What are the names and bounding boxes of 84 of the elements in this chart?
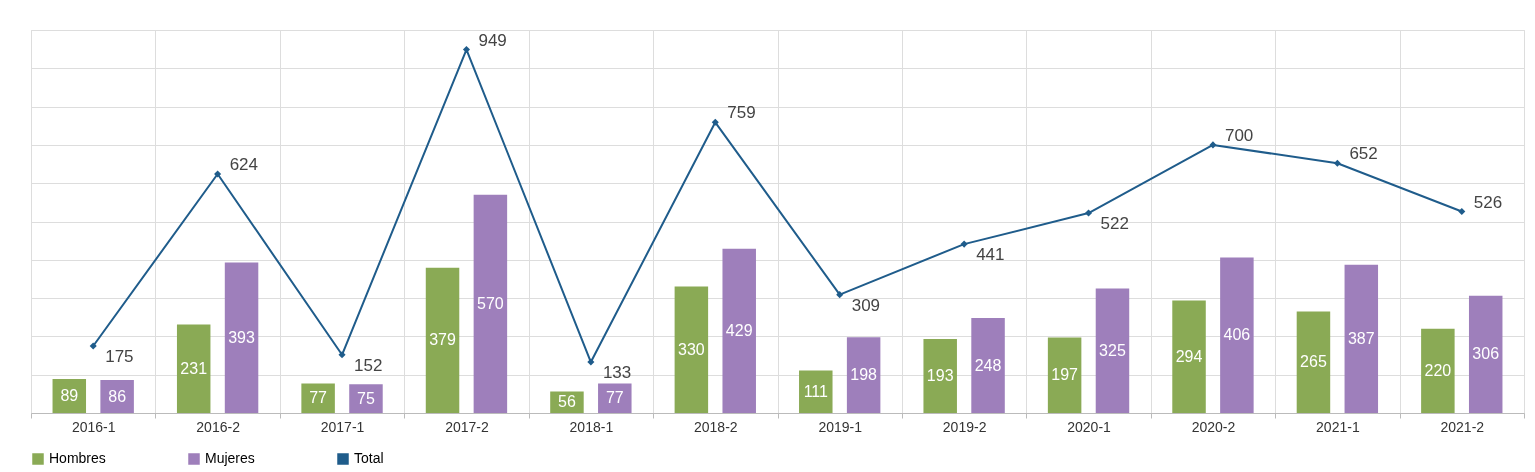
bar xyxy=(1172,300,1206,413)
data-label: 220 xyxy=(1424,361,1452,379)
data-label: 56 xyxy=(558,393,576,411)
point xyxy=(1085,209,1093,217)
bar xyxy=(1344,264,1379,413)
point xyxy=(1458,208,1466,216)
legend-label: Total xyxy=(354,450,384,466)
data-label: 265 xyxy=(1300,353,1327,371)
data-label: 379 xyxy=(429,331,456,349)
point xyxy=(836,291,844,299)
data-label: 652 xyxy=(1349,144,1378,164)
x-tick-label: 2020-2 xyxy=(1191,418,1236,435)
bar xyxy=(799,370,833,413)
data-label: 325 xyxy=(1099,341,1126,359)
bar xyxy=(349,384,383,413)
data-label: 75 xyxy=(357,389,375,407)
data-label: 89 xyxy=(60,386,79,404)
x-tick-label: 2020-1 xyxy=(1067,418,1112,435)
data-label: 949 xyxy=(478,30,507,50)
x-tick-label: 2021-1 xyxy=(1316,418,1360,435)
data-label: 522 xyxy=(1100,214,1129,234)
point xyxy=(89,342,97,350)
bar xyxy=(1296,311,1331,413)
x-tick-label: 2016-2 xyxy=(196,418,241,435)
data-label: 429 xyxy=(725,321,753,339)
data-label: 248 xyxy=(974,356,1002,374)
bar xyxy=(674,286,709,413)
data-label: 86 xyxy=(108,387,127,405)
data-label: 198 xyxy=(850,366,878,384)
bar xyxy=(425,267,460,413)
data-label: 111 xyxy=(803,382,829,400)
data-label: 133 xyxy=(602,363,632,383)
data-label: 197 xyxy=(1051,366,1079,384)
bar xyxy=(1421,328,1455,413)
data-label: 306 xyxy=(1472,345,1500,363)
bar xyxy=(1220,257,1254,413)
point xyxy=(462,46,470,54)
x-tick-label: 2019-1 xyxy=(818,418,863,435)
bar xyxy=(1047,337,1082,413)
data-label: 152 xyxy=(354,355,383,375)
point xyxy=(214,170,222,178)
data-label: 393 xyxy=(228,328,255,346)
x-tick-label: 2017-1 xyxy=(320,418,365,435)
data-label: 624 xyxy=(229,155,258,175)
data-label: 309 xyxy=(851,295,881,315)
bar xyxy=(722,248,756,413)
point xyxy=(1333,159,1341,167)
x-tick-label: 2016-1 xyxy=(71,418,116,435)
point xyxy=(711,118,719,126)
data-label: 77 xyxy=(605,389,624,407)
x-tick-label: 2018-1 xyxy=(569,418,614,435)
x-tick-label: 2021-2 xyxy=(1440,418,1485,435)
data-label: 193 xyxy=(926,367,954,385)
data-label: 231 xyxy=(180,359,208,377)
bar xyxy=(1095,288,1130,413)
data-label: 441 xyxy=(976,245,1005,265)
legend-label: Hombres xyxy=(49,450,106,466)
bar xyxy=(923,339,957,413)
legend-label: Mujeres xyxy=(205,450,255,466)
bar xyxy=(846,337,881,413)
data-label: 330 xyxy=(678,340,705,358)
bar xyxy=(224,262,259,413)
point xyxy=(338,351,346,359)
bar xyxy=(176,324,211,413)
point xyxy=(960,240,968,248)
data-label: 570 xyxy=(477,294,504,312)
bar xyxy=(473,194,508,413)
bar xyxy=(1468,295,1503,413)
data-label: 759 xyxy=(727,103,756,123)
point xyxy=(587,358,595,366)
data-label: 294 xyxy=(1175,347,1203,365)
data-label: 406 xyxy=(1223,326,1251,344)
data-label: 77 xyxy=(309,389,328,407)
point xyxy=(1209,141,1217,149)
x-tick-label: 2017-2 xyxy=(445,418,489,435)
x-tick-label: 2018-2 xyxy=(693,418,738,435)
data-label: 175 xyxy=(105,346,134,366)
data-label: 387 xyxy=(1347,329,1375,347)
bar xyxy=(301,383,335,413)
data-label: 526 xyxy=(1473,192,1503,212)
bar xyxy=(971,318,1005,413)
data-label: 700 xyxy=(1224,125,1254,145)
x-tick-label: 2019-2 xyxy=(942,418,987,435)
bar xyxy=(598,383,632,413)
